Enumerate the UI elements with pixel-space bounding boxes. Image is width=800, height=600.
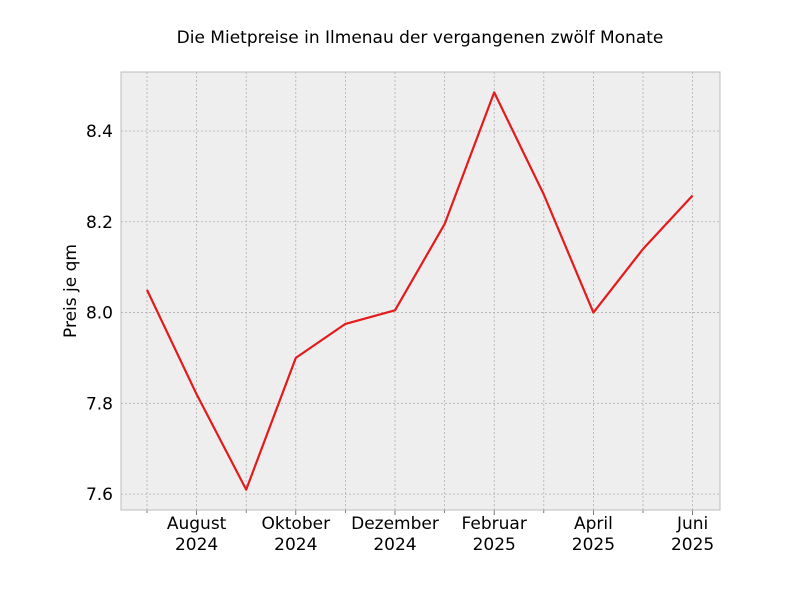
x-tick-label: April 2025 [572, 514, 615, 555]
x-tick-label-year: 2024 [274, 535, 317, 555]
x-tick-label: Dezember 2024 [351, 514, 439, 555]
y-tick-label: 7.6 [86, 485, 113, 505]
plot-frame [120, 71, 721, 511]
x-tick-label-month: Februar [462, 514, 527, 534]
x-tick-label: Februar 2025 [462, 514, 527, 555]
x-tick-label-year: 2024 [373, 535, 416, 555]
chart-title: Die Mietpreise in Ilmenau der vergangene… [177, 28, 664, 48]
x-tick-label-month: April [574, 514, 613, 534]
x-tick-label-month: Oktober [262, 514, 331, 534]
x-tick-label-month: August [167, 514, 227, 534]
series-group [146, 91, 694, 491]
y-tick-label: 8.0 [86, 304, 113, 324]
grid-lines [121, 72, 720, 510]
y-axis-label: Preis je qm [61, 244, 81, 338]
y-tick-label: 8.4 [86, 122, 113, 142]
series-line [146, 91, 694, 491]
y-tick-label: 7.8 [86, 394, 113, 414]
x-tick-label-month: Juni [676, 514, 708, 534]
y-tick-label: 8.2 [86, 213, 113, 233]
x-tick-label-year: 2025 [473, 535, 516, 555]
x-tick-label-year: 2025 [572, 535, 615, 555]
x-tick-label-year: 2025 [671, 535, 714, 555]
x-tick-label-month: Dezember [351, 514, 439, 534]
y-axis-tick-labels: 7.6 7.8 8.0 8.2 8.4 [86, 122, 113, 505]
x-tick-label-year: 2024 [175, 535, 218, 555]
x-tick-label: Oktober 2024 [262, 514, 331, 555]
x-tick-label: Juni 2025 [671, 514, 714, 555]
plot-area [121, 72, 720, 510]
x-tick-label: August 2024 [167, 514, 227, 555]
